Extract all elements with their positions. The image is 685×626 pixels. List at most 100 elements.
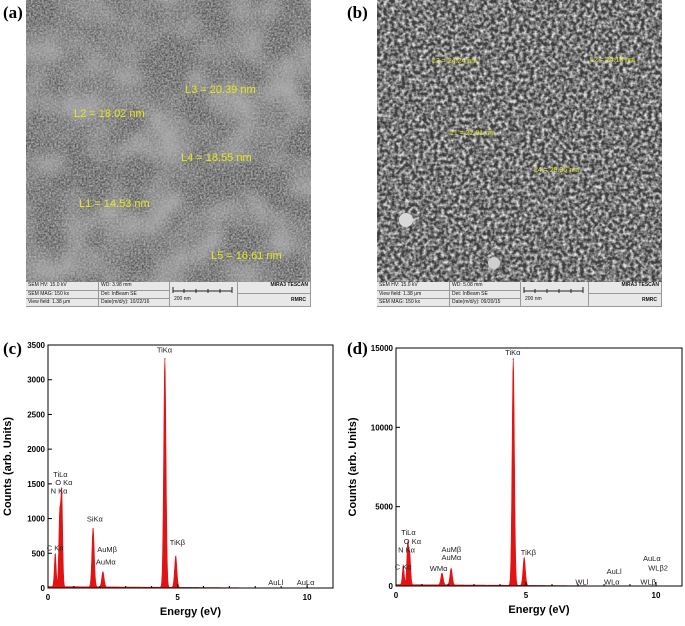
- y-tick-label: 10000: [371, 423, 394, 432]
- peak-annotation: WLl: [575, 577, 588, 586]
- peak-point: [92, 528, 94, 530]
- peak-annotation: WLβ2: [648, 564, 668, 573]
- peak-point: [54, 554, 56, 556]
- panel-label-a: (a): [3, 3, 23, 22]
- peak-point: [175, 556, 177, 558]
- x-axis-label: Energy (eV): [160, 606, 221, 618]
- sem-a-org: RMRC: [238, 294, 311, 307]
- peak-point: [407, 544, 409, 546]
- plot-frame: [47, 344, 334, 589]
- y-tick-label: 5000: [375, 503, 393, 512]
- peak-point: [59, 516, 61, 518]
- peak-point: [61, 493, 63, 495]
- peak-point: [523, 557, 525, 559]
- sem-a-view: View field: 1.38 μm: [26, 299, 99, 307]
- x-tick-label: 5: [524, 591, 529, 600]
- peak-annotation: TiLα: [53, 470, 68, 479]
- peak-annotation: O Kα: [404, 537, 422, 546]
- x-axis-label: Energy (eV): [508, 604, 569, 616]
- peak-annotation: TiKβ: [170, 538, 186, 547]
- sem-a-det: Det: InBeam SE: [99, 291, 170, 299]
- sem-b-scale-label: 200 nm: [525, 296, 542, 302]
- measurement-a-l2: L2 = 18.02 nm: [74, 108, 145, 120]
- measurement-b-l4: L4 = 29.35 nm: [534, 167, 579, 174]
- peak-annotation: AuMβ: [97, 545, 117, 554]
- sem-info-bar-b: SEM HV: 15.0 kV WD: 5.08 mm View field: …: [377, 282, 662, 307]
- y-tick-label: 3500: [27, 341, 45, 350]
- peak-annotation: TiKβ: [521, 548, 537, 557]
- y-tick-label: 0: [41, 584, 46, 593]
- y-tick-label: 2000: [27, 445, 45, 454]
- peak-annotation: SiKα: [87, 514, 104, 523]
- sem-a-date: Date(m/d/y): 10/22/16: [99, 299, 170, 307]
- peak-annotation: WMα: [430, 564, 448, 573]
- peak-annotation: TiKα: [505, 348, 521, 357]
- sem-b-mag: SEM MAG: 150 kx: [377, 299, 450, 307]
- x-tick-label: 10: [303, 593, 312, 602]
- plot-frame: [395, 347, 683, 587]
- scalebar-b-graphic: [523, 287, 584, 293]
- peak-point: [102, 572, 104, 574]
- measurement-a-l3: L3 = 20.39 nm: [185, 84, 256, 96]
- measurement-b-l3: L3 = 24.24 nm: [432, 58, 477, 65]
- x-tick-label: 10: [652, 591, 661, 600]
- sem-image-b: L3 = 24.24 nm L2 = 24.18 nm L1 = 22.91 n…: [377, 0, 662, 307]
- sem-texture-b: [377, 0, 662, 282]
- peak-annotation: N Kα: [398, 546, 416, 555]
- y-tick-label: 15000: [371, 344, 394, 353]
- measurement-a-l4: L4 = 18.55 nm: [181, 152, 252, 164]
- sem-b-date: Date(m/d/y): 09/20/15: [450, 299, 521, 307]
- peak-annotation: C Kα: [47, 544, 65, 553]
- sem-info-bar-a: SEM HV: 15.0 kV WD: 3.98 mm SEM MAG: 150…: [26, 282, 311, 307]
- peak-annotation: C Kα: [395, 562, 413, 571]
- peak-point: [450, 568, 452, 570]
- sem-b-det: Det: InBeam SE: [450, 291, 521, 299]
- sem-a-brand: MIRA3 TESCAN: [238, 282, 311, 294]
- spectrum-area: [395, 358, 682, 587]
- x-tick-label: 0: [46, 593, 51, 602]
- sem-b-org: RMRC: [589, 294, 662, 307]
- measurement-b-l1: L1 = 22.91 nm: [450, 130, 495, 137]
- measurement-a-l5: L5 = 16.61 nm: [211, 250, 282, 262]
- peak-annotation: N Kα: [51, 487, 69, 496]
- sem-b-view: View field: 1.38 μm: [377, 291, 450, 299]
- y-tick-label: 0: [389, 582, 394, 591]
- peak-annotation: O Kα: [55, 478, 73, 487]
- sem-texture-a: [26, 0, 311, 282]
- peak-annotation: AuLl: [607, 567, 622, 576]
- sem-a-scale-label: 200 nm: [174, 296, 191, 302]
- peak-annotation: AuLα: [297, 578, 315, 587]
- sem-b-brand: MIRA3 TESCAN: [589, 282, 662, 294]
- sem-a-hv: SEM HV: 15.0 kV: [26, 282, 99, 291]
- peak-annotation: AuMα: [442, 553, 462, 562]
- peak-point: [409, 555, 411, 557]
- sem-b-scalebar: 200 nm: [521, 282, 589, 307]
- y-tick-label: 1500: [27, 480, 45, 489]
- peak-annotation: TiKα: [157, 346, 173, 355]
- peak-point: [164, 358, 166, 360]
- peak-point: [402, 566, 404, 568]
- peak-annotation: AuLα: [643, 554, 661, 563]
- y-axis-label: Counts (arb. Units): [347, 417, 359, 516]
- y-tick-label: 500: [32, 549, 46, 558]
- sem-b-hv: SEM HV: 15.0 kV: [377, 282, 450, 291]
- peak-annotation: AuMβ: [442, 545, 462, 554]
- panel-label-d: (d): [347, 339, 368, 358]
- x-tick-label: 0: [394, 591, 399, 600]
- peak-annotation: WLα: [604, 577, 620, 586]
- y-axis-label: Counts (arb. Units): [2, 417, 14, 516]
- y-tick-label: 3000: [27, 376, 45, 385]
- scalebar-a-graphic: [172, 287, 233, 293]
- measurement-b-l2: L2 = 24.18 nm: [590, 57, 635, 64]
- sem-image-a: L3 = 20.39 nm L2 = 18.02 nm L4 = 18.55 n…: [26, 0, 311, 307]
- eds-chart-d: 0 5 10 0 5000 10000 15000 Energy (eV) Counts (ar…: [344, 338, 685, 626]
- sem-a-mag: SEM MAG: 150 kx: [26, 291, 99, 299]
- sem-b-wd: WD: 5.08 mm: [450, 282, 521, 291]
- y-tick-label: 1000: [27, 515, 45, 524]
- eds-chart-c-svg: 0 5 10 0 500 1000 1500 2000 2500 3000 3500 Energy (…: [2, 341, 334, 618]
- eds-chart-d-svg: 0 5 10 0 5000 10000 15000 Energy (eV) Counts (ar…: [347, 344, 683, 616]
- peak-annotation: WLβ: [640, 577, 656, 586]
- sem-a-scalebar: 200 nm: [170, 282, 238, 307]
- peak-point: [441, 573, 443, 575]
- eds-chart-c: 0 5 10 0 500 1000 1500 2000 2500 3000 3500 Energy (…: [0, 338, 336, 626]
